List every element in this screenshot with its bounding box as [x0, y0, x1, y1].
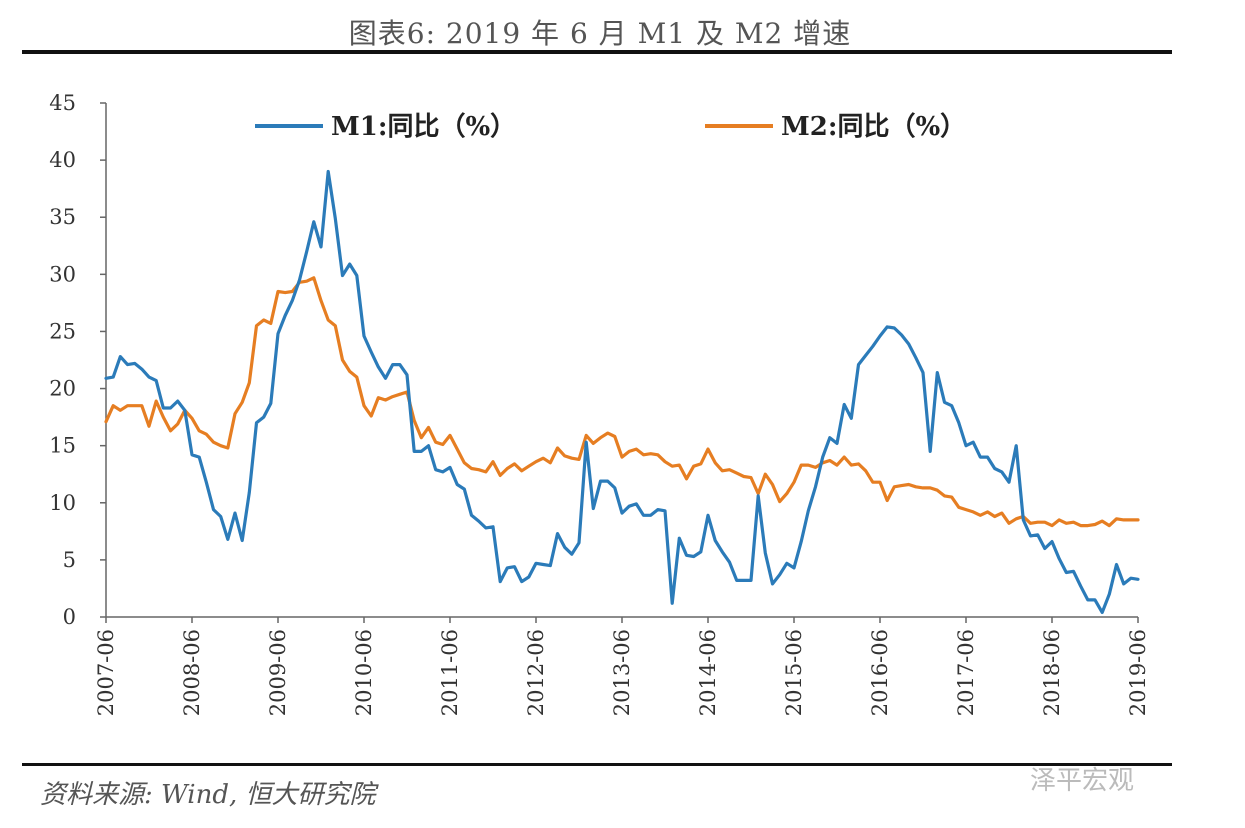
- x-tick-label: 2016-06: [868, 629, 892, 716]
- x-tick-label: 2013-06: [610, 629, 634, 716]
- x-tick-label: 2015-06: [782, 629, 806, 716]
- series-layer: [104, 169, 1140, 614]
- bottom-rule: [22, 763, 1172, 766]
- y-tick-label: 10: [49, 491, 76, 515]
- y-tick-label: 45: [49, 91, 76, 115]
- y-tick-label: 15: [49, 434, 76, 458]
- y-tick-label: 5: [63, 548, 76, 572]
- axes: [105, 103, 1138, 618]
- x-tick-label: 2009-06: [266, 629, 290, 716]
- y-axis: 0 5 10 15 20 25 30 35 40 45: [49, 91, 106, 629]
- y-tick-label: 30: [49, 262, 76, 286]
- chart-title: 图表6: 2019 年 6 月 M1 及 M2 增速: [348, 17, 852, 50]
- x-tick-label: 2007-06: [94, 629, 118, 716]
- y-tick-label: 25: [49, 319, 76, 343]
- m1-series-line: [104, 169, 1140, 614]
- source-note: 资料来源: Wind, 恒大研究院: [40, 780, 376, 810]
- x-tick-label: 2019-06: [1126, 629, 1150, 716]
- x-tick-label: 2010-06: [352, 629, 376, 716]
- x-tick-label: 2012-06: [524, 629, 548, 716]
- y-tick-label: 20: [49, 377, 76, 401]
- legend: M1:同比（%） M2:同比（%）: [255, 112, 966, 142]
- x-tick-label: 2018-06: [1040, 629, 1064, 716]
- watermark: 泽平宏观: [1030, 766, 1135, 796]
- x-tick-label: 2008-06: [180, 629, 204, 716]
- legend-m1-label: M1:同比（%）: [331, 112, 516, 142]
- y-tick-label: 40: [49, 148, 76, 172]
- x-tick-label: 2017-06: [954, 629, 978, 716]
- x-axis: 2007-06 2008-06 2009-06 2010-06 2011-06 2012-…: [94, 617, 1150, 716]
- x-tick-label: 2014-06: [696, 629, 720, 716]
- m2-series-line: [104, 276, 1140, 528]
- y-tick-label: 35: [49, 205, 76, 229]
- top-rule: [22, 50, 1172, 54]
- y-tick-label: 0: [63, 605, 76, 629]
- x-tick-label: 2011-06: [438, 629, 462, 716]
- legend-m2-label: M2:同比（%）: [781, 112, 966, 142]
